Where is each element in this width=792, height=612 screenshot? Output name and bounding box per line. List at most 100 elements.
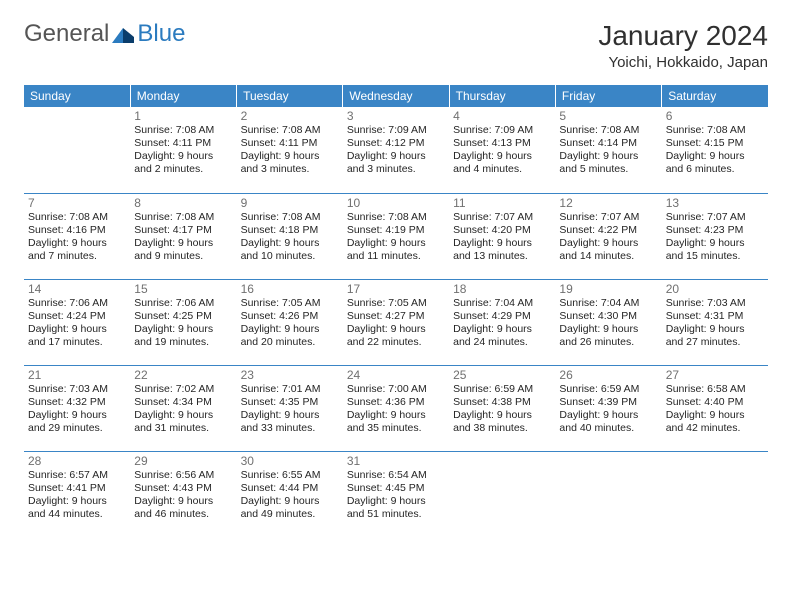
- sunset-line: Sunset: 4:45 PM: [347, 482, 445, 495]
- sunrise-line: Sunrise: 7:07 AM: [559, 211, 657, 224]
- sunrise-line: Sunrise: 7:00 AM: [347, 383, 445, 396]
- daylight-line: Daylight: 9 hours and 24 minutes.: [453, 323, 551, 349]
- calendar-cell: 1Sunrise: 7:08 AMSunset: 4:11 PMDaylight…: [130, 107, 236, 193]
- daylight-line: Daylight: 9 hours and 38 minutes.: [453, 409, 551, 435]
- sunrise-line: Sunrise: 7:03 AM: [666, 297, 764, 310]
- daylight-line: Daylight: 9 hours and 44 minutes.: [28, 495, 126, 521]
- sunrise-line: Sunrise: 7:05 AM: [241, 297, 339, 310]
- sunset-line: Sunset: 4:12 PM: [347, 137, 445, 150]
- sunrise-line: Sunrise: 7:04 AM: [559, 297, 657, 310]
- day-number: 6: [666, 109, 764, 123]
- sunrise-line: Sunrise: 7:08 AM: [559, 124, 657, 137]
- logo: General Blue: [24, 20, 185, 48]
- daylight-line: Daylight: 9 hours and 14 minutes.: [559, 237, 657, 263]
- calendar-cell: [24, 107, 130, 193]
- daylight-line: Daylight: 9 hours and 17 minutes.: [28, 323, 126, 349]
- weekday-header: Friday: [555, 85, 661, 107]
- daylight-line: Daylight: 9 hours and 49 minutes.: [241, 495, 339, 521]
- sunset-line: Sunset: 4:23 PM: [666, 224, 764, 237]
- weekday-header: Thursday: [449, 85, 555, 107]
- daylight-line: Daylight: 9 hours and 27 minutes.: [666, 323, 764, 349]
- sunrise-line: Sunrise: 6:54 AM: [347, 469, 445, 482]
- calendar-cell: 2Sunrise: 7:08 AMSunset: 4:11 PMDaylight…: [237, 107, 343, 193]
- calendar-cell: 18Sunrise: 7:04 AMSunset: 4:29 PMDayligh…: [449, 279, 555, 365]
- calendar-cell: 12Sunrise: 7:07 AMSunset: 4:22 PMDayligh…: [555, 193, 661, 279]
- calendar-row: 21Sunrise: 7:03 AMSunset: 4:32 PMDayligh…: [24, 365, 768, 451]
- day-number: 25: [453, 368, 551, 382]
- sunset-line: Sunset: 4:34 PM: [134, 396, 232, 409]
- calendar-cell: 23Sunrise: 7:01 AMSunset: 4:35 PMDayligh…: [237, 365, 343, 451]
- weekday-header: Saturday: [662, 85, 768, 107]
- sunrise-line: Sunrise: 7:07 AM: [453, 211, 551, 224]
- day-number: 17: [347, 282, 445, 296]
- weekday-header: Monday: [130, 85, 236, 107]
- daylight-line: Daylight: 9 hours and 10 minutes.: [241, 237, 339, 263]
- header: General Blue January 2024 Yoichi, Hokkai…: [24, 20, 768, 71]
- calendar-cell: 22Sunrise: 7:02 AMSunset: 4:34 PMDayligh…: [130, 365, 236, 451]
- daylight-line: Daylight: 9 hours and 3 minutes.: [347, 150, 445, 176]
- weekday-header: Wednesday: [343, 85, 449, 107]
- day-number: 11: [453, 196, 551, 210]
- sunset-line: Sunset: 4:19 PM: [347, 224, 445, 237]
- calendar-cell: 27Sunrise: 6:58 AMSunset: 4:40 PMDayligh…: [662, 365, 768, 451]
- calendar-cell: 24Sunrise: 7:00 AMSunset: 4:36 PMDayligh…: [343, 365, 449, 451]
- sunset-line: Sunset: 4:26 PM: [241, 310, 339, 323]
- day-number: 28: [28, 454, 126, 468]
- daylight-line: Daylight: 9 hours and 20 minutes.: [241, 323, 339, 349]
- sunrise-line: Sunrise: 6:59 AM: [453, 383, 551, 396]
- sunset-line: Sunset: 4:17 PM: [134, 224, 232, 237]
- day-number: 5: [559, 109, 657, 123]
- day-number: 30: [241, 454, 339, 468]
- sunset-line: Sunset: 4:22 PM: [559, 224, 657, 237]
- daylight-line: Daylight: 9 hours and 6 minutes.: [666, 150, 764, 176]
- sunset-line: Sunset: 4:38 PM: [453, 396, 551, 409]
- sunset-line: Sunset: 4:30 PM: [559, 310, 657, 323]
- day-number: 12: [559, 196, 657, 210]
- calendar-row: 1Sunrise: 7:08 AMSunset: 4:11 PMDaylight…: [24, 107, 768, 193]
- daylight-line: Daylight: 9 hours and 2 minutes.: [134, 150, 232, 176]
- sunrise-line: Sunrise: 7:02 AM: [134, 383, 232, 396]
- weekday-header: Sunday: [24, 85, 130, 107]
- weekday-header: Tuesday: [237, 85, 343, 107]
- calendar-cell: 9Sunrise: 7:08 AMSunset: 4:18 PMDaylight…: [237, 193, 343, 279]
- sunrise-line: Sunrise: 7:03 AM: [28, 383, 126, 396]
- sunset-line: Sunset: 4:43 PM: [134, 482, 232, 495]
- day-number: 16: [241, 282, 339, 296]
- sunrise-line: Sunrise: 7:04 AM: [453, 297, 551, 310]
- daylight-line: Daylight: 9 hours and 15 minutes.: [666, 237, 764, 263]
- sunset-line: Sunset: 4:11 PM: [134, 137, 232, 150]
- day-number: 13: [666, 196, 764, 210]
- daylight-line: Daylight: 9 hours and 33 minutes.: [241, 409, 339, 435]
- calendar-cell: 20Sunrise: 7:03 AMSunset: 4:31 PMDayligh…: [662, 279, 768, 365]
- calendar-cell: 14Sunrise: 7:06 AMSunset: 4:24 PMDayligh…: [24, 279, 130, 365]
- daylight-line: Daylight: 9 hours and 42 minutes.: [666, 409, 764, 435]
- sunrise-line: Sunrise: 7:08 AM: [666, 124, 764, 137]
- sunrise-line: Sunrise: 7:09 AM: [453, 124, 551, 137]
- calendar-cell: 7Sunrise: 7:08 AMSunset: 4:16 PMDaylight…: [24, 193, 130, 279]
- logo-icon: [112, 25, 134, 43]
- daylight-line: Daylight: 9 hours and 13 minutes.: [453, 237, 551, 263]
- day-number: 9: [241, 196, 339, 210]
- title-block: January 2024 Yoichi, Hokkaido, Japan: [598, 20, 768, 71]
- sunrise-line: Sunrise: 7:08 AM: [347, 211, 445, 224]
- day-number: 31: [347, 454, 445, 468]
- sunset-line: Sunset: 4:11 PM: [241, 137, 339, 150]
- calendar-cell: 26Sunrise: 6:59 AMSunset: 4:39 PMDayligh…: [555, 365, 661, 451]
- calendar-cell: 17Sunrise: 7:05 AMSunset: 4:27 PMDayligh…: [343, 279, 449, 365]
- daylight-line: Daylight: 9 hours and 40 minutes.: [559, 409, 657, 435]
- sunrise-line: Sunrise: 7:08 AM: [28, 211, 126, 224]
- day-number: 27: [666, 368, 764, 382]
- sunset-line: Sunset: 4:14 PM: [559, 137, 657, 150]
- daylight-line: Daylight: 9 hours and 19 minutes.: [134, 323, 232, 349]
- day-number: 3: [347, 109, 445, 123]
- sunrise-line: Sunrise: 7:05 AM: [347, 297, 445, 310]
- daylight-line: Daylight: 9 hours and 3 minutes.: [241, 150, 339, 176]
- sunrise-line: Sunrise: 6:58 AM: [666, 383, 764, 396]
- calendar-cell: 29Sunrise: 6:56 AMSunset: 4:43 PMDayligh…: [130, 451, 236, 537]
- sunrise-line: Sunrise: 7:09 AM: [347, 124, 445, 137]
- sunrise-line: Sunrise: 7:06 AM: [28, 297, 126, 310]
- sunrise-line: Sunrise: 7:08 AM: [241, 124, 339, 137]
- sunrise-line: Sunrise: 7:08 AM: [241, 211, 339, 224]
- calendar-cell: 8Sunrise: 7:08 AMSunset: 4:17 PMDaylight…: [130, 193, 236, 279]
- sunset-line: Sunset: 4:31 PM: [666, 310, 764, 323]
